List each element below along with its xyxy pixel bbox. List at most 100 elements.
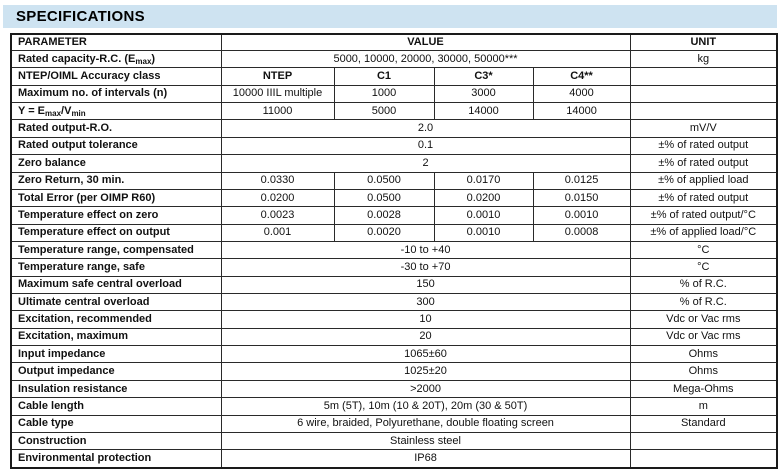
unit-cell: mV/V xyxy=(629,119,778,138)
value-cell: 1025±20 xyxy=(220,362,631,381)
table-row: Temperature effect on zero 0.0023 0.0028 0.… xyxy=(10,206,778,225)
value-cell: 2 xyxy=(220,154,631,173)
unit-cell: Vdc or Vac rms xyxy=(629,327,778,347)
parameter-cell: Y = Emax/Vmin xyxy=(10,102,222,121)
value-cell: 0.0010 xyxy=(433,206,534,225)
table-row: Maximum safe central overload 150% of R.C… xyxy=(10,275,778,295)
value-cell: 11000 xyxy=(220,102,335,121)
value-cell: >2000 xyxy=(220,379,631,399)
unit-cell: Standard xyxy=(629,414,778,433)
table-row: Rated capacity-R.C. (Emax) 5000, 10000, 2… xyxy=(10,49,778,69)
table-row: Excitation, maximum 20 Vdc or Vac rms xyxy=(10,327,778,347)
value-cell: 0.0500 xyxy=(333,171,435,190)
parameter-cell: Temperature effect on zero xyxy=(10,206,222,225)
table-row: Temperature effect on output 0.001 0.0020 0… xyxy=(10,223,778,242)
unit-cell: °C xyxy=(629,240,778,260)
value-cell: 0.0330 xyxy=(220,171,335,190)
value-cell: 20 xyxy=(220,327,631,347)
value-cell: 3000 xyxy=(433,84,534,104)
unit-cell: ±% of applied load/°C xyxy=(629,223,778,242)
parameter-cell: Rated capacity-R.C. (Emax) xyxy=(10,49,222,69)
table-row: Rated output tolerance 0.1 ±% of rated out… xyxy=(10,136,778,156)
parameter-cell: Zero balance xyxy=(10,154,222,173)
value-cell: 10000 IIIL multiple xyxy=(220,84,335,104)
unit-cell: ±% of rated output xyxy=(629,188,778,208)
parameter-cell: Zero Return, 30 min. xyxy=(10,171,222,190)
parameter-cell: Temperature range, compensated xyxy=(10,240,222,260)
unit-cell: ±% of applied load xyxy=(629,171,778,190)
table-row: Maximum no. of intervals (n) 10000 IIIL m… xyxy=(10,84,778,104)
parameter-cell: Rated output tolerance xyxy=(10,136,222,156)
parameter-cell: Rated output-R.O. xyxy=(10,119,222,138)
value-cell: 4000 xyxy=(532,84,631,104)
spec-table-body: Rated capacity-R.C. (Emax) 5000, 10000, 2… xyxy=(10,49,778,469)
value-cell: 0.0150 xyxy=(532,188,631,208)
column-header-parameter: PARAMETER xyxy=(10,33,222,51)
value-cell: 14000 xyxy=(532,102,631,121)
unit-cell: % of R.C. xyxy=(629,275,778,295)
parameter-cell: Maximum no. of intervals (n) xyxy=(10,84,222,104)
value-cell: 150 xyxy=(220,275,631,295)
table-row: Excitation, recommended 10 Vdc or Vac rms xyxy=(10,310,778,329)
header-row: PARAMETER VALUE UNIT xyxy=(10,33,778,51)
parameter-cell: Construction xyxy=(10,431,222,451)
value-cell: 0.0020 xyxy=(333,223,435,242)
value-cell: -30 to +70 xyxy=(220,258,631,277)
value-cell: 14000 xyxy=(433,102,534,121)
parameter-cell: Excitation, maximum xyxy=(10,327,222,347)
parameter-cell: Temperature effect on output xyxy=(10,223,222,242)
value-cell: Stainless steel xyxy=(220,431,631,451)
table-row: Zero balance 2 ±% of rated output xyxy=(10,154,778,173)
value-cell: 1065±60 xyxy=(220,345,631,364)
table-row: NTEP/OIML Accuracy class NTEP C1 C3* C4** xyxy=(10,67,778,86)
value-cell: IP68 xyxy=(220,449,631,469)
table-row: Input impedance 1065±60 Ohms xyxy=(10,345,778,364)
unit-cell xyxy=(629,67,778,86)
column-header-value: VALUE xyxy=(220,33,631,51)
value-cell: NTEP xyxy=(220,67,335,86)
unit-cell xyxy=(629,449,778,469)
value-cell: 2.0 xyxy=(220,119,631,138)
unit-cell: Ohms xyxy=(629,345,778,364)
table-header: PARAMETER VALUE UNIT xyxy=(10,33,778,51)
value-cell: 0.0028 xyxy=(333,206,435,225)
column-header-unit: UNIT xyxy=(629,33,778,51)
unit-cell: Mega-Ohms xyxy=(629,379,778,399)
page-title: SPECIFICATIONS xyxy=(16,8,145,25)
value-cell: 0.001 xyxy=(220,223,335,242)
unit-cell xyxy=(629,102,778,121)
value-cell: 0.0023 xyxy=(220,206,335,225)
value-cell: 10 xyxy=(220,310,631,329)
value-cell: C4** xyxy=(532,67,631,86)
value-cell: 5000 xyxy=(333,102,435,121)
table-row: Total Error (per OIMP R60) 0.0200 0.0500 0.… xyxy=(10,188,778,208)
table-row: Cable length 5m (5T), 10m (10 & 20T), 20m… xyxy=(10,397,778,416)
value-cell: 0.0200 xyxy=(433,188,534,208)
parameter-cell: Cable length xyxy=(10,397,222,416)
specifications-table: PARAMETER VALUE UNIT Rated capacity-R.C.… xyxy=(10,33,779,469)
value-cell: 0.0010 xyxy=(433,223,534,242)
value-cell: 0.0125 xyxy=(532,171,631,190)
table-row: Insulation resistance >2000 Mega-Ohms xyxy=(10,379,778,399)
unit-cell: ±% of rated output xyxy=(629,154,778,173)
unit-cell: Vdc or Vac rms xyxy=(629,310,778,329)
value-cell: 0.0008 xyxy=(532,223,631,242)
parameter-cell: Environmental protection xyxy=(10,449,222,469)
parameter-cell: Ultimate central overload xyxy=(10,293,222,312)
unit-cell: % of R.C. xyxy=(629,293,778,312)
value-cell: 0.1 xyxy=(220,136,631,156)
table-row: Temperature range, compensated -10 to +40… xyxy=(10,240,778,260)
value-cell: 0.0010 xyxy=(532,206,631,225)
value-cell: 0.0170 xyxy=(433,171,534,190)
table-row: Cable type 6 wire, braided, Polyurethane,… xyxy=(10,414,778,433)
parameter-cell: Excitation, recommended xyxy=(10,310,222,329)
value-cell: 0.0200 xyxy=(220,188,335,208)
unit-cell: ±% of rated output xyxy=(629,136,778,156)
unit-cell: m xyxy=(629,397,778,416)
table-row: Temperature range, safe -30 to +70 °C xyxy=(10,258,778,277)
parameter-cell: NTEP/OIML Accuracy class xyxy=(10,67,222,86)
value-cell: C1 xyxy=(333,67,435,86)
value-cell: 300 xyxy=(220,293,631,312)
table-row: Output impedance 1025±20 Ohms xyxy=(10,362,778,381)
unit-cell xyxy=(629,84,778,104)
